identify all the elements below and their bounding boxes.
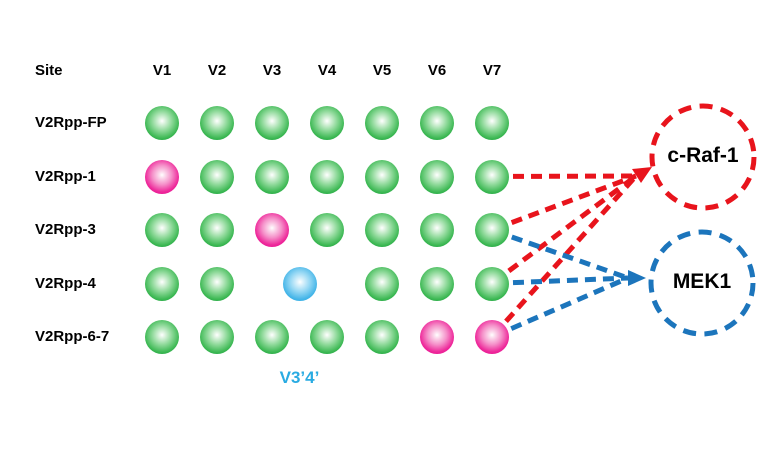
column-header-v5: V5 — [372, 62, 392, 79]
row-label-v2rpp-6-7: V2Rpp-6-7 — [35, 328, 110, 345]
green-sphere-v2rpp-1-v6 — [420, 159, 454, 194]
green-sphere-v2rpp-fp-v5 — [365, 106, 399, 140]
green-sphere-v2rpp-1-v5 — [365, 159, 399, 194]
dashed-connector-v2rpp-6-7-to-c-raf-1 — [504, 174, 638, 324]
blue-arrowhead-icon — [628, 270, 646, 286]
green-sphere-v2rpp-1-v7 — [475, 159, 509, 194]
blue-sphere-merged-v3v4 — [282, 266, 317, 301]
target-node-craf1-label: c-Raf-1 — [667, 144, 739, 167]
green-sphere-v2rpp-fp-v2 — [200, 106, 234, 140]
red-arrowhead-icon — [632, 167, 652, 183]
magenta-sphere-v2rpp-6-7-v7 — [475, 320, 509, 354]
column-header-v4: V4 — [317, 62, 337, 79]
green-sphere-v2rpp-6-7-v4 — [310, 320, 344, 354]
green-sphere-v2rpp-3-v2 — [200, 213, 234, 247]
green-sphere-v2rpp-4-v2 — [200, 266, 234, 301]
dashed-connector-v2rpp-6-7-to-mek1 — [510, 275, 629, 331]
green-sphere-v2rpp-4-v6 — [420, 266, 454, 301]
dashed-connector-v2rpp-4-to-mek1 — [512, 275, 629, 286]
green-sphere-v2rpp-fp-v4 — [310, 106, 344, 140]
target-node-mek1-label: MEK1 — [672, 270, 732, 293]
green-sphere-v2rpp-fp-v3 — [255, 106, 289, 140]
green-sphere-v2rpp-1-v3 — [255, 159, 289, 194]
column-header-v6: V6 — [427, 62, 447, 79]
column-header-v2: V2 — [207, 62, 227, 79]
column-header-v1: V1 — [152, 62, 172, 79]
green-sphere-v2rpp-3-v5 — [365, 213, 399, 247]
green-sphere-v2rpp-6-7-v2 — [200, 320, 234, 354]
green-sphere-v2rpp-3-v4 — [310, 213, 344, 247]
dashed-connector-v2rpp-4-to-c-raf-1 — [507, 173, 638, 273]
green-sphere-v2rpp-3-v6 — [420, 213, 454, 247]
green-sphere-v2rpp-4-v5 — [365, 266, 399, 301]
row-label-v2rpp-4: V2Rpp-4 — [35, 274, 96, 292]
row-label-v2rpp-fp: V2Rpp-FP — [35, 114, 107, 131]
green-sphere-v2rpp-3-v7 — [475, 213, 509, 247]
green-sphere-v2rpp-6-7-v5 — [365, 320, 399, 354]
column-header-v3: V3 — [262, 62, 282, 79]
site-column-header: Site — [35, 62, 63, 79]
green-sphere-v2rpp-1-v4 — [310, 159, 344, 194]
green-sphere-v2rpp-1-v2 — [200, 159, 234, 194]
green-sphere-v2rpp-4-v1 — [145, 266, 179, 301]
magenta-sphere-v2rpp-3-v3 — [255, 213, 289, 247]
dashed-ring-mek1 — [648, 229, 756, 337]
green-sphere-v2rpp-fp-v7 — [475, 106, 509, 140]
green-sphere-v2rpp-fp-v1 — [145, 106, 179, 140]
magenta-sphere-v2rpp-6-7-v6 — [420, 320, 454, 354]
green-sphere-v2rpp-fp-v6 — [420, 106, 454, 140]
dashed-ring-c-raf-1 — [649, 103, 757, 211]
green-sphere-v2rpp-4-v7 — [475, 266, 509, 301]
column-header-v7: V7 — [482, 62, 502, 79]
green-sphere-v2rpp-6-7-v3 — [255, 320, 289, 354]
row-label-v2rpp-1: V2Rpp-1 — [35, 167, 96, 185]
row-label-v2rpp-3: V2Rpp-3 — [35, 221, 96, 238]
merged-site-label: V3’4’ — [279, 368, 320, 387]
magenta-sphere-v2rpp-1-v1 — [145, 159, 179, 194]
dashed-connector-v2rpp-3-to-mek1 — [510, 234, 629, 281]
green-sphere-v2rpp-6-7-v1 — [145, 320, 179, 354]
dashed-connector-v2rpp-3-to-c-raf-1 — [510, 173, 637, 225]
green-sphere-v2rpp-3-v1 — [145, 213, 179, 247]
